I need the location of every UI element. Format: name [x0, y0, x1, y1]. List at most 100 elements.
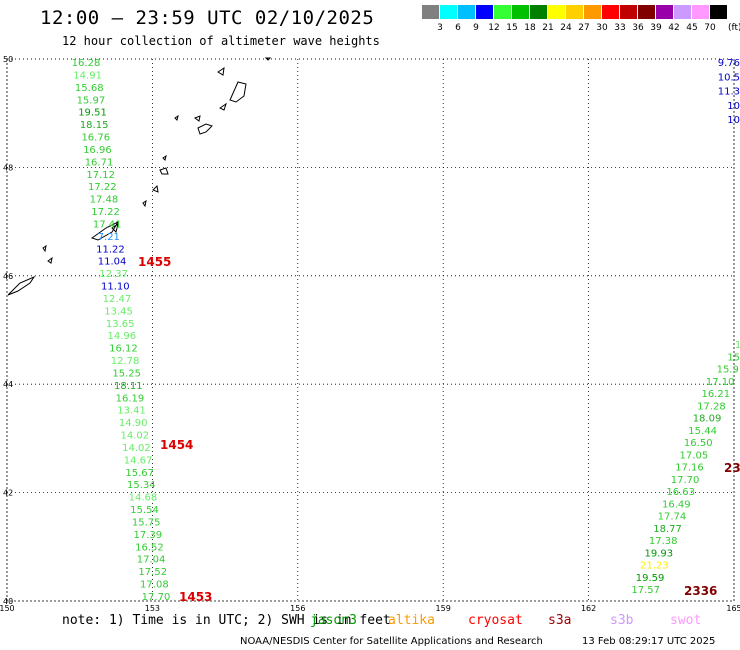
wave-height-label: 15.9	[717, 365, 739, 376]
legend-label: 21	[542, 23, 554, 33]
legend-swatch	[602, 5, 619, 19]
wave-height-label: 15.	[727, 352, 740, 363]
legend-label: 18	[524, 23, 536, 33]
legend-swatch	[656, 5, 673, 19]
wave-height-label: 17.08	[140, 580, 169, 591]
wave-height-label: 21.23	[640, 561, 669, 572]
legend-swatch	[440, 5, 457, 19]
island-8	[159, 167, 169, 175]
pass-time-label: 2336	[684, 584, 717, 598]
wave-height-label: 11.10	[101, 282, 130, 293]
pass-time-label: 1455	[138, 255, 171, 269]
wave-height-label: 16.63	[666, 487, 695, 498]
island-3	[47, 256, 53, 264]
coastline	[7, 57, 272, 296]
legend-label: 45	[686, 23, 698, 33]
legend-label: 27	[578, 23, 590, 33]
wave-height-label: 16.21	[701, 389, 730, 400]
wave-height-label: 9.76	[718, 58, 740, 69]
wave-height-label: 17.38	[649, 536, 678, 547]
island-1	[7, 275, 36, 296]
map-grid	[6, 58, 735, 602]
wave-height-label: 10.5	[718, 72, 740, 83]
lon-tick-label: 150	[0, 604, 15, 613]
wave-height-label: 15.67	[125, 468, 154, 479]
map-frame	[6, 58, 735, 602]
legend-label: 30	[596, 23, 608, 33]
legend-label: 15	[506, 23, 518, 33]
island-15	[217, 66, 225, 76]
wave-height-label: 14.96	[107, 331, 136, 342]
satellite-name: s3a	[548, 613, 572, 628]
island-4	[90, 220, 120, 241]
wave-height-label: 17.70	[671, 475, 700, 486]
wave-height-label: 14.68	[129, 493, 158, 504]
legend-label: 24	[560, 23, 572, 33]
legend-swatch	[530, 5, 547, 19]
legend-label: 39	[650, 23, 662, 33]
island-2	[42, 244, 47, 253]
wave-height-label: 17.22	[91, 207, 120, 218]
wave-height-label: 14.90	[119, 418, 148, 429]
wave-height-label: 16.96	[83, 145, 112, 156]
island-13	[219, 102, 227, 111]
wave-height-label: 14.91	[73, 70, 102, 81]
wave-height-label: 18.15	[80, 120, 109, 131]
wave-height-label: 15.25	[112, 368, 141, 379]
pass-time-label: 1454	[160, 438, 193, 452]
legend-swatch	[710, 5, 727, 19]
wave-height-label: 12.37	[99, 269, 128, 280]
island-16	[264, 57, 272, 61]
legend-label: 33	[614, 23, 626, 33]
wave-height-label: 17.04	[137, 555, 166, 566]
wave-height-label: 13.45	[104, 306, 133, 317]
legend-swatch	[620, 5, 637, 19]
wave-height-label: 15.34	[127, 480, 156, 491]
wave-height-label: 12.47	[103, 294, 132, 305]
legend-label: 42	[668, 23, 680, 33]
satellite-name: altika	[388, 613, 435, 628]
wave-height-label: 11.22	[96, 244, 125, 255]
wave-height-label: 18.09	[693, 414, 722, 425]
wave-height-label: 15.75	[132, 517, 161, 528]
wave-height-label: 19.51	[78, 108, 107, 119]
credit-text: NOAA/NESDIS Center for Satellite Applica…	[240, 636, 543, 647]
wave-height-label: 7.21	[98, 232, 120, 243]
island-10	[174, 114, 179, 121]
wave-height-label: 16.76	[81, 133, 110, 144]
wave-height-label: 10	[727, 101, 740, 112]
island-5	[111, 222, 119, 233]
lon-tick-label: 153	[145, 604, 160, 613]
legend-swatch	[548, 5, 565, 19]
map-title: 12:00 – 23:59 UTC 02/10/2025	[40, 7, 375, 29]
lon-tick-label: 165	[726, 604, 740, 613]
legend-swatch	[422, 5, 439, 19]
wave-height-label: 12.78	[111, 356, 140, 367]
wave-height-label: 15.44	[688, 426, 717, 437]
legend-swatch	[458, 5, 475, 19]
satellite-name: s3b	[610, 613, 634, 628]
satellite-name: swot	[670, 613, 702, 628]
wave-height-label: 16.49	[662, 499, 691, 510]
wave-height-label: 17.48	[90, 195, 119, 206]
island-6	[142, 199, 147, 208]
wave-height-label: 17.57	[631, 585, 660, 596]
legend-label: 12	[488, 23, 500, 33]
lon-tick-label: 159	[436, 604, 451, 613]
wave-height-label: 18.11	[114, 381, 143, 392]
lat-tick-label: 50	[3, 55, 13, 64]
wave-height-label: 14.02	[121, 431, 150, 442]
lat-tick-label: 46	[3, 272, 13, 281]
wave-height-label: 11.04	[98, 257, 127, 268]
wave-height-label: 16.52	[135, 542, 164, 553]
legend-swatch	[692, 5, 709, 19]
legend-label: 6	[455, 23, 461, 33]
wave-height-label: 17.52	[138, 567, 167, 578]
legend-label: 36	[632, 23, 644, 33]
wave-height-label: 10	[727, 115, 740, 126]
wave-height-label: 11.3	[718, 87, 740, 98]
wave-height-label: 13.41	[117, 406, 146, 417]
